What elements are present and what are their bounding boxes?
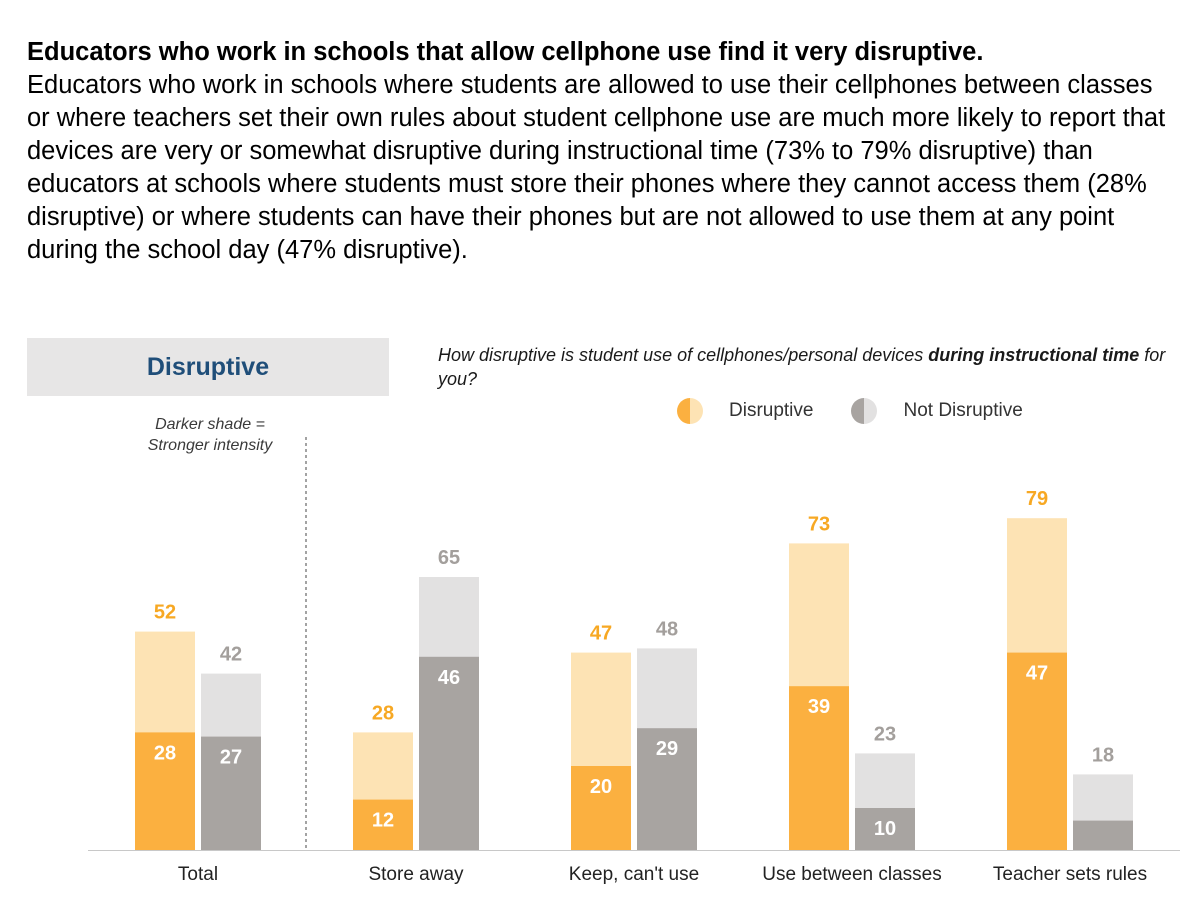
category-label-total: Total [178, 864, 218, 885]
disruptive-total-label-store-away: 28 [372, 702, 394, 724]
disruptive-total-label-teacher-sets-rules: 79 [1026, 488, 1048, 510]
chart-legend: Disruptive Not Disruptive [677, 396, 1061, 426]
intro-paragraph: Educators who work in schools that allow… [27, 36, 1177, 267]
disruptive-strong-label-store-away: 12 [372, 810, 394, 832]
not-disruptive-strong-bar-teacher-sets-rules [1073, 820, 1133, 850]
not-disruptive-strong-label-use-between-classes: 10 [874, 818, 896, 840]
disruptive-strong-bar-keep-can-t-use [571, 766, 631, 850]
not-disruptive-total-label-use-between-classes: 23 [874, 723, 896, 745]
disruptive-strong-label-keep-can-t-use: 20 [590, 776, 612, 798]
not-disruptive-total-label-total: 42 [220, 644, 242, 666]
not-disruptive-strong-label-keep-can-t-use: 29 [656, 738, 678, 760]
category-label-keep-can-t-use: Keep, can't use [569, 864, 699, 885]
disruptive-legend-icon [677, 398, 703, 424]
intro-body: Educators who work in schools where stud… [27, 71, 1166, 264]
not-disruptive-strong-label-store-away: 46 [438, 667, 460, 689]
category-label-use-between-classes: Use between classes [762, 864, 942, 885]
shade-note-line2: Stronger intensity [147, 437, 273, 454]
not-disruptive-total-label-keep-can-t-use: 48 [656, 618, 678, 640]
not-disruptive-total-label-teacher-sets-rules: 18 [1092, 744, 1114, 766]
shade-note: Darker shade = Stronger intensity [120, 414, 300, 456]
disruptive-strong-bar-total [135, 732, 195, 850]
disruptive-strong-label-total: 28 [154, 742, 176, 764]
intro-headline: Educators who work in schools that allow… [27, 38, 984, 66]
not-disruptive-strong-bar-use-between-classes [855, 808, 915, 850]
shade-note-line1: Darker shade = [155, 416, 265, 433]
not-disruptive-strong-bar-store-away [419, 656, 479, 850]
not-disruptive-total-label-store-away: 65 [438, 547, 460, 569]
disruptive-strong-bar-teacher-sets-rules [1007, 652, 1067, 850]
disruptive-total-label-use-between-classes: 73 [808, 513, 830, 535]
disruptive-strong-label-use-between-classes: 39 [808, 696, 830, 718]
legend-not-disruptive-label: Not Disruptive [903, 400, 1023, 421]
question-prefix: How disruptive is student use of cellpho… [438, 345, 929, 365]
not-disruptive-strong-label-total: 27 [220, 747, 242, 769]
question-suffix: for you? [438, 345, 1166, 389]
disruptive-strong-bar-use-between-classes [789, 686, 849, 850]
category-label-store-away: Store away [368, 864, 464, 885]
panel-title: Disruptive [146, 352, 270, 381]
disruptive-total-label-keep-can-t-use: 47 [590, 623, 612, 645]
legend-disruptive-label: Disruptive [729, 400, 814, 421]
category-label-teacher-sets-rules: Teacher sets rules [993, 864, 1147, 885]
disruptive-total-label-total: 52 [154, 602, 176, 624]
disruptive-strong-bar-store-away [353, 799, 413, 850]
not-disruptive-strong-bar-total [201, 736, 261, 850]
question-bold: during instructional time [928, 345, 1140, 365]
panel-title-box: Disruptive [27, 338, 389, 396]
survey-question: How disruptive is student use of cellpho… [438, 343, 1198, 391]
not-disruptive-strong-bar-keep-can-t-use [637, 728, 697, 850]
disruptive-strong-label-teacher-sets-rules: 47 [1026, 663, 1048, 685]
not-disruptive-legend-icon [851, 398, 878, 424]
